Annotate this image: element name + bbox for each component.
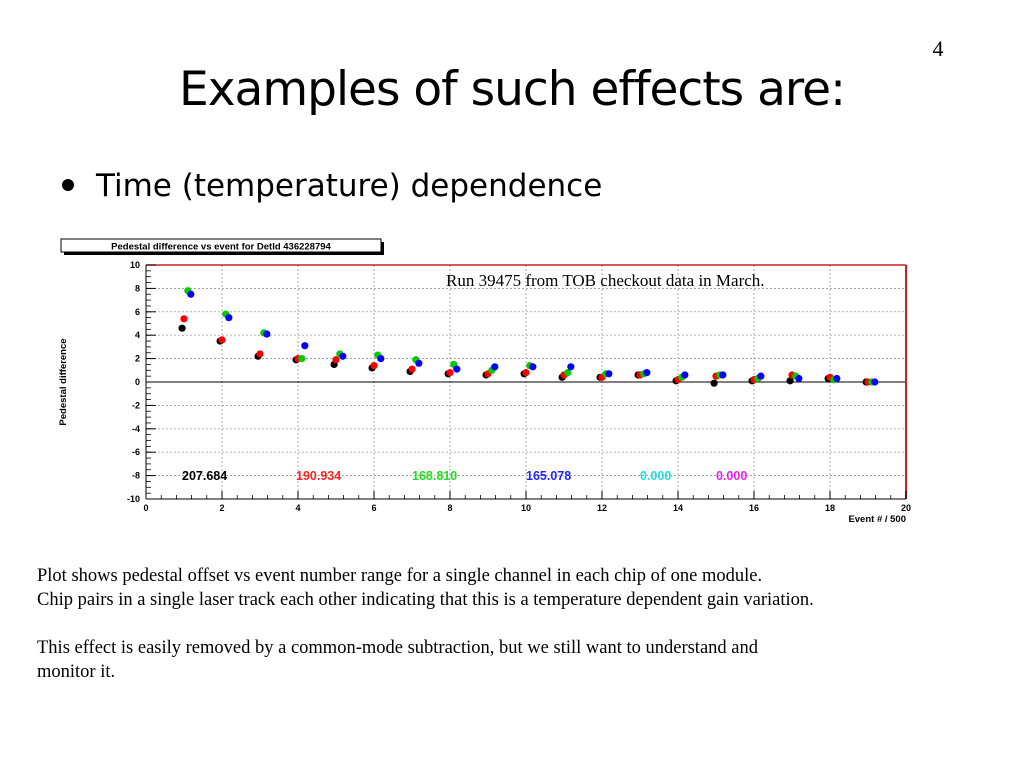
- data-point-series-3: [339, 352, 347, 360]
- data-point-series-1: [408, 365, 416, 373]
- x-tick-label: 8: [447, 503, 452, 513]
- stat-label-5: 0.000: [716, 469, 747, 483]
- data-point-series-3: [415, 359, 423, 367]
- data-point-series-3: [567, 363, 575, 371]
- data-point-series-1: [446, 369, 454, 377]
- data-point-series-1: [522, 369, 530, 377]
- data-point-series-3: [377, 355, 385, 363]
- y-tick-label: 10: [130, 260, 140, 270]
- data-point-series-3: [871, 378, 879, 386]
- y-tick-label: -2: [132, 400, 140, 410]
- y-tick-label: 2: [135, 354, 140, 364]
- caption-line-1: Plot shows pedestal offset vs event numb…: [37, 566, 763, 586]
- data-point-series-1: [180, 315, 188, 323]
- y-tick-label: -8: [132, 471, 140, 481]
- y-tick-label: 0: [135, 377, 140, 387]
- data-point-series-3: [719, 371, 727, 379]
- bullet-item: Time (temperature) dependence: [62, 168, 602, 204]
- y-tick-label: -4: [132, 424, 140, 434]
- data-point-series-3: [301, 342, 309, 350]
- x-tick-label: 16: [749, 503, 759, 513]
- x-tick-label: 4: [295, 503, 300, 513]
- slide-number: 4: [932, 36, 944, 61]
- data-point-series-3: [491, 363, 499, 371]
- data-point-series-3: [643, 369, 651, 377]
- data-point-series-0: [710, 379, 718, 387]
- y-tick-label: 6: [135, 307, 140, 317]
- y-tick-label: 4: [135, 330, 140, 340]
- y-tick-label: 8: [135, 283, 140, 293]
- y-tick-label: -10: [127, 494, 140, 504]
- data-point-series-3: [833, 374, 841, 383]
- data-point-series-1: [218, 336, 226, 344]
- slide-title: Examples of such effects are:: [179, 62, 846, 117]
- bullet-dot-icon: [62, 178, 74, 191]
- data-point-series-3: [263, 330, 271, 338]
- data-point-series-0: [786, 377, 794, 385]
- x-axis-label: Event # / 500: [848, 514, 906, 525]
- data-point-series-1: [332, 356, 340, 364]
- chart-title-box: [60, 238, 382, 253]
- x-tick-label: 12: [597, 503, 607, 513]
- data-point-series-1: [370, 362, 378, 370]
- x-tick-label: 14: [673, 503, 683, 513]
- caption-line-4: monitor it.: [37, 662, 116, 682]
- data-point-series-2: [298, 355, 306, 363]
- y-tick-label: -6: [132, 447, 140, 457]
- x-tick-label: 20: [901, 503, 911, 513]
- stat-label-4: 0.000: [640, 469, 671, 483]
- x-tick-label: 2: [219, 503, 224, 513]
- x-tick-label: 10: [521, 503, 531, 513]
- caption: Plot shows pedestal offset vs event numb…: [37, 564, 1012, 684]
- stat-label-1: 190.934: [296, 469, 341, 483]
- bullet-text: Time (temperature) dependence: [96, 168, 603, 204]
- data-points: [178, 287, 879, 387]
- pedestal-chart: Pedestal difference vs event for DetId 4…: [58, 238, 911, 525]
- stat-label-2: 168.810: [412, 469, 457, 483]
- data-point-series-3: [681, 371, 689, 379]
- data-point-series-3: [605, 370, 613, 378]
- x-tick-label: 6: [371, 503, 376, 513]
- run-annotation: Run 39475 from TOB checkout data in Marc…: [446, 271, 765, 290]
- y-axis-label: Pedestal difference: [58, 338, 69, 425]
- data-point-series-0: [178, 324, 186, 332]
- chart-title: Pedestal difference vs event for DetId 4…: [111, 242, 331, 253]
- stat-label-3: 165.078: [526, 469, 571, 483]
- data-point-series-3: [757, 372, 765, 380]
- x-tick-label: 0: [143, 503, 148, 513]
- data-point-series-3: [795, 374, 803, 383]
- data-point-series-3: [529, 363, 537, 371]
- data-point-series-2: [564, 369, 572, 377]
- caption-line-2: Chip pairs in a single laser track each …: [37, 590, 814, 610]
- stat-label-0: 207.684: [182, 469, 227, 483]
- chart-container: Pedestal difference vs event for DetId 4…: [52, 234, 922, 534]
- caption-line-3: This effect is easily removed by a commo…: [37, 638, 758, 658]
- data-point-series-1: [256, 350, 264, 358]
- data-point-series-3: [453, 365, 461, 373]
- data-point-series-3: [187, 290, 195, 298]
- data-point-series-3: [225, 314, 233, 322]
- x-tick-label: 18: [825, 503, 835, 513]
